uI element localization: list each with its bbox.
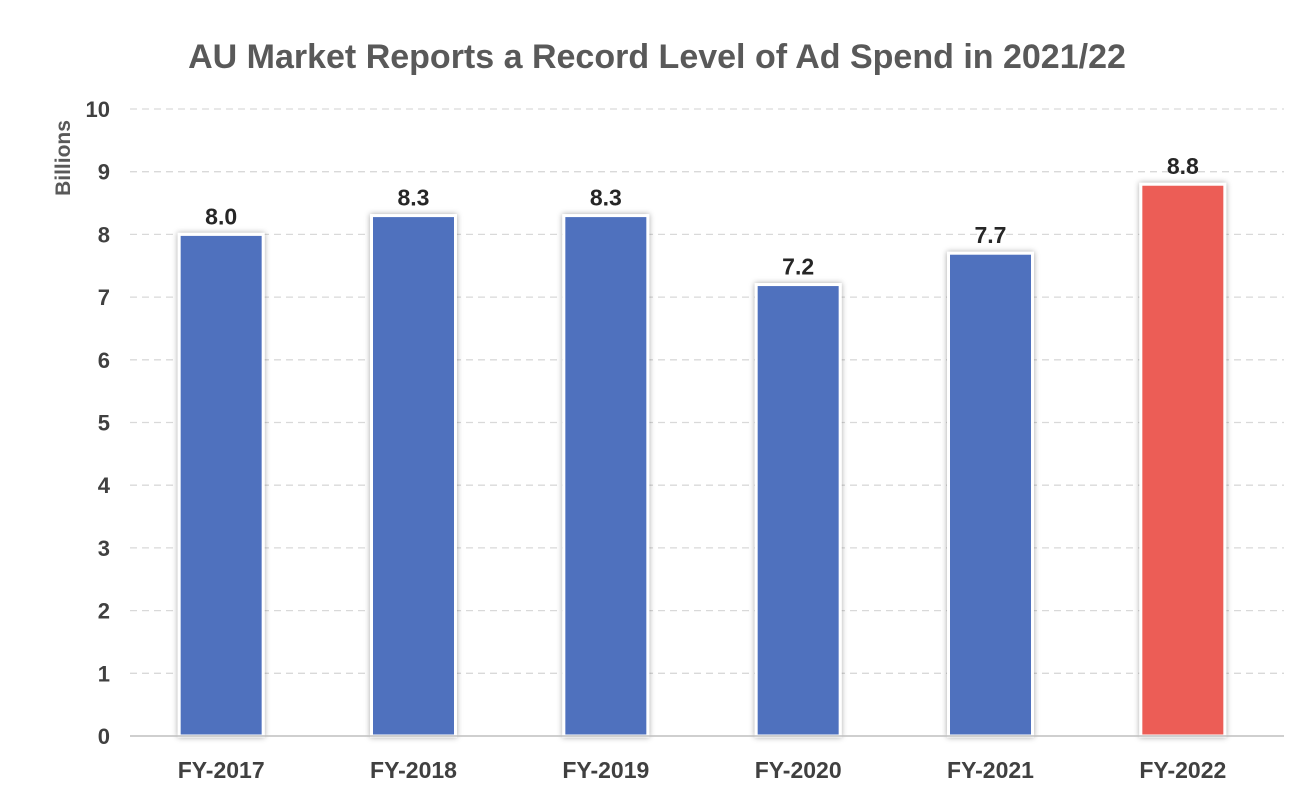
y-tick-label: 2 xyxy=(98,599,110,624)
data-labels: 8.0 8.3 8.3 7.2 7.7 8.8 xyxy=(205,153,1199,279)
y-tick-label: 6 xyxy=(98,348,110,373)
y-axis-title: Billions xyxy=(52,120,75,196)
data-label: 8.0 xyxy=(205,203,237,229)
y-tick-label: 0 xyxy=(98,724,110,749)
data-label: 8.3 xyxy=(590,185,622,211)
x-axis-ticks: FY-2017 FY-2018 FY-2019 FY-2020 FY-2021 FY-20… xyxy=(178,757,1227,783)
y-tick-label: 5 xyxy=(98,411,110,436)
y-tick-label: 7 xyxy=(98,285,110,310)
bar-fy-2017 xyxy=(177,232,265,738)
y-tick-label: 1 xyxy=(98,661,110,686)
x-tick-label: FY-2018 xyxy=(370,757,457,783)
y-tick-label: 10 xyxy=(86,97,110,122)
x-tick-label: FY-2017 xyxy=(178,757,265,783)
y-tick-label: 4 xyxy=(98,473,111,498)
data-label: 7.2 xyxy=(782,254,814,280)
x-tick-label: FY-2019 xyxy=(562,757,649,783)
y-tick-label: 9 xyxy=(98,160,110,185)
gridlines xyxy=(130,108,1284,674)
bars xyxy=(177,182,1227,738)
y-tick-label: 3 xyxy=(98,536,110,561)
data-label: 8.8 xyxy=(1167,153,1199,179)
x-tick-label: FY-2021 xyxy=(947,757,1034,783)
bar-fy-2021 xyxy=(947,251,1034,738)
data-label: 8.3 xyxy=(398,185,430,211)
x-tick-label: FY-2020 xyxy=(755,757,842,783)
bar-fy-2020 xyxy=(754,283,842,738)
bar-fy-2019 xyxy=(562,214,650,738)
y-axis-ticks: 0 1 2 3 4 5 6 7 8 9 10 xyxy=(86,97,111,749)
chart-title: AU Market Reports a Record Level of Ad S… xyxy=(188,38,1126,76)
bar-fy-2022 xyxy=(1139,182,1227,738)
y-tick-label: 8 xyxy=(98,222,110,247)
data-label: 7.7 xyxy=(975,222,1007,248)
bar-fy-2018 xyxy=(370,214,457,738)
x-tick-label: FY-2022 xyxy=(1139,757,1226,783)
